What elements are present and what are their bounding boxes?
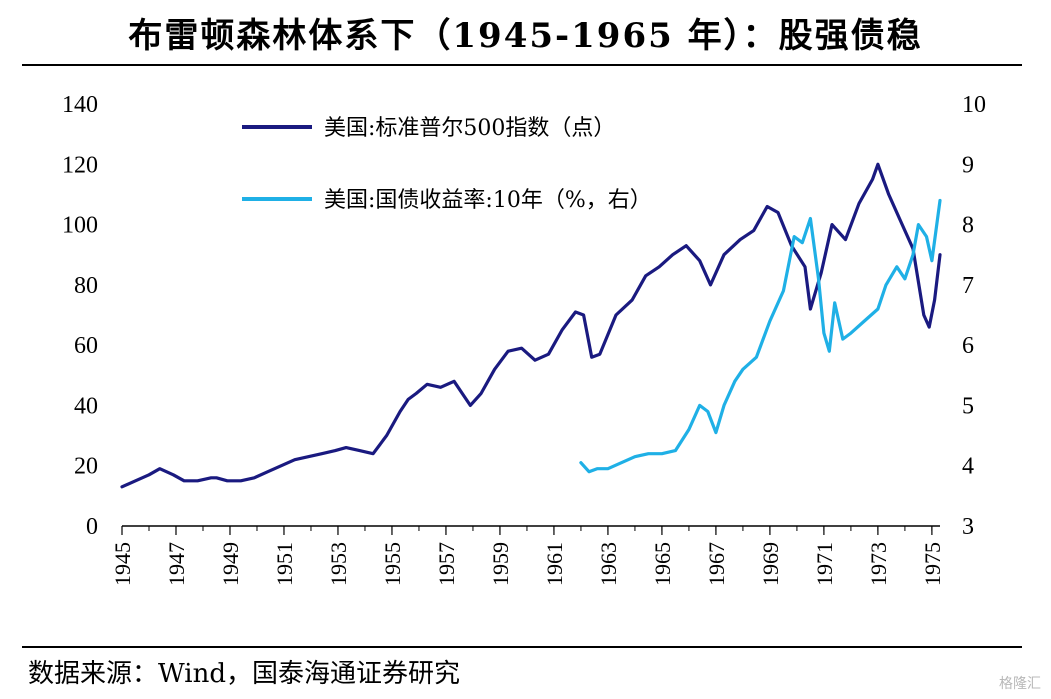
x-tick-label: 1971	[812, 542, 837, 586]
x-tick-label: 1957	[434, 542, 459, 586]
series-line-yield	[579, 198, 942, 474]
x-tick-label: 1965	[650, 542, 675, 586]
y-left-tick-label: 60	[74, 333, 98, 359]
y-left-tick-label: 140	[62, 92, 98, 118]
y-right-tick-label: 10	[962, 92, 986, 118]
axes: 1945 1947 1949 1951 1953 1955 1957 1959 1961 1963…	[62, 92, 986, 586]
chart-area: 1945 1947 1949 1951 1953 1955 1957 1959 1961 1963…	[62, 92, 986, 586]
y-right-tick-label: 7	[962, 273, 974, 299]
y-right-tick-label: 6	[962, 333, 974, 359]
legend-label-yield: 美国:国债收益率:10年（%，右）	[324, 188, 652, 213]
watermark-logo: 格隆汇	[999, 676, 1041, 692]
y-right-tick-label: 3	[962, 514, 974, 540]
legend: 美国:标准普尔500指数（点） 美国:国债收益率:10年（%，右）	[242, 116, 652, 213]
y-left-tick-label: 100	[62, 213, 98, 239]
x-tick-label: 1951	[272, 542, 297, 586]
x-tick-label: 1963	[596, 542, 621, 586]
x-tick-label: 1959	[488, 542, 513, 586]
x-tick-label: 1961	[542, 542, 567, 586]
source-note: 数据来源：Wind，国泰海通证券研究	[28, 659, 460, 689]
x-tick-label: 1973	[866, 542, 891, 586]
x-tick-label: 1947	[164, 542, 189, 586]
y-right-tick-label: 9	[962, 152, 974, 178]
y-right-tick-label: 8	[962, 213, 974, 239]
x-tick-label: 1955	[380, 542, 405, 586]
y-left-tick-label: 0	[86, 514, 98, 540]
x-tick-label: 1945	[110, 542, 135, 586]
x-tick-label: 1949	[218, 542, 243, 586]
x-tick-label: 1969	[758, 542, 783, 586]
y-left-tick-label: 120	[62, 152, 98, 178]
legend-label-sp500: 美国:标准普尔500指数（点）	[324, 116, 615, 141]
top-rule	[22, 64, 1022, 66]
series-layer	[120, 162, 942, 489]
x-tick-label: 1953	[326, 542, 351, 586]
y-right-tick-label: 4	[962, 454, 974, 480]
y-right-tick-label: 5	[962, 393, 974, 419]
y-left-tick-label: 40	[74, 393, 98, 419]
chart-title: 布雷顿森林体系下（1945-1965 年）：股强债稳	[128, 16, 923, 56]
bottom-rule	[22, 646, 1022, 648]
series-line-sp500	[120, 162, 942, 489]
y-left-tick-label: 80	[74, 273, 98, 299]
x-tick-label: 1967	[704, 542, 729, 586]
y-left-tick-label: 20	[74, 454, 98, 480]
x-tick-label: 1975	[920, 542, 945, 586]
